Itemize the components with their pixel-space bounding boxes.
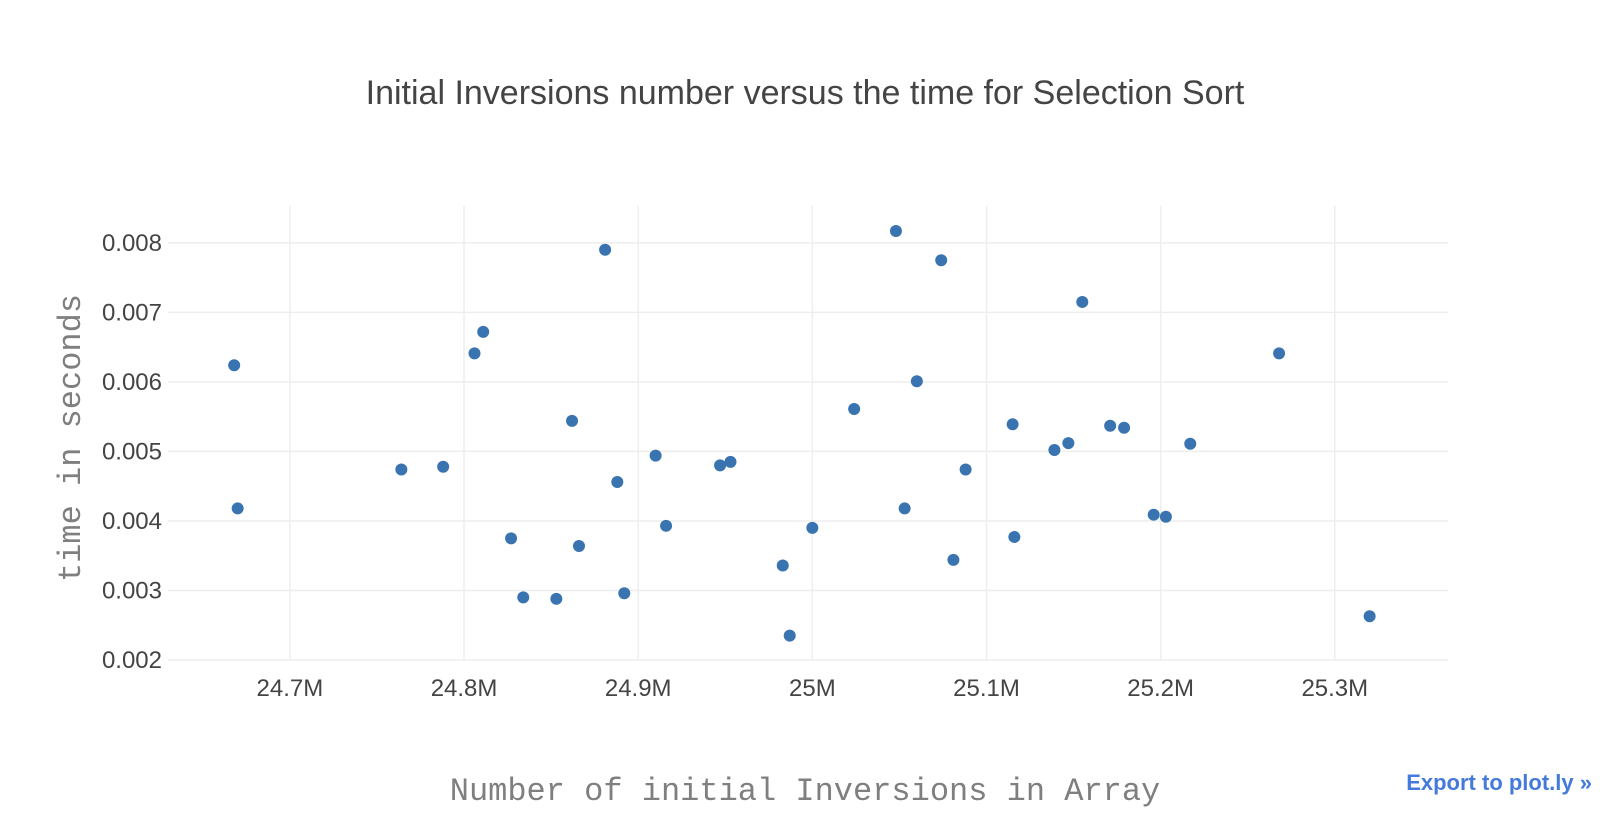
data-point[interactable] — [572, 539, 585, 552]
data-point[interactable] — [1008, 530, 1021, 543]
data-point[interactable] — [898, 502, 911, 515]
data-point[interactable] — [517, 591, 530, 604]
data-point[interactable] — [1118, 421, 1131, 434]
y-tick-label: 0.008 — [102, 230, 162, 257]
data-point[interactable] — [1104, 419, 1117, 432]
data-point[interactable] — [505, 532, 518, 545]
y-tick-label: 0.006 — [102, 369, 162, 396]
data-point[interactable] — [947, 553, 960, 566]
grid-lines — [168, 206, 1448, 661]
chart-title: Initial Inversions number versus the tim… — [366, 74, 1245, 112]
export-to-plotly-link[interactable]: Export to plot.ly » — [1406, 770, 1592, 795]
data-point[interactable] — [1062, 437, 1075, 450]
data-points — [228, 225, 1376, 642]
data-point[interactable] — [395, 463, 408, 476]
y-tick-label: 0.004 — [102, 508, 162, 535]
x-tick-label: 25M — [789, 675, 836, 702]
data-point[interactable] — [660, 519, 673, 532]
data-point[interactable] — [1076, 295, 1089, 308]
data-point[interactable] — [848, 403, 861, 416]
data-point[interactable] — [228, 359, 241, 372]
data-point[interactable] — [1363, 610, 1376, 623]
data-point[interactable] — [599, 243, 612, 256]
y-axis-ticks: 0.002 0.003 0.004 0.005 0.006 0.007 0.008 — [102, 230, 162, 674]
data-point[interactable] — [1006, 418, 1019, 431]
y-tick-label: 0.007 — [102, 299, 162, 326]
data-point[interactable] — [231, 502, 244, 515]
x-axis-title: Number of initial Inversions in Array — [450, 773, 1161, 810]
data-point[interactable] — [776, 559, 789, 572]
data-point[interactable] — [959, 463, 972, 476]
data-point[interactable] — [724, 455, 737, 468]
x-tick-label: 24.7M — [257, 675, 324, 702]
x-tick-label: 24.8M — [431, 675, 498, 702]
data-point[interactable] — [477, 325, 490, 338]
y-tick-label: 0.005 — [102, 438, 162, 465]
data-point[interactable] — [783, 629, 796, 642]
data-point[interactable] — [437, 460, 450, 473]
data-point[interactable] — [1048, 444, 1061, 457]
x-tick-label: 24.9M — [605, 675, 672, 702]
data-point[interactable] — [618, 587, 631, 600]
data-point[interactable] — [611, 476, 624, 489]
data-point[interactable] — [714, 459, 727, 472]
x-tick-label: 25.1M — [953, 675, 1020, 702]
data-point[interactable] — [889, 225, 902, 238]
data-point[interactable] — [1184, 437, 1197, 450]
y-tick-label: 0.003 — [102, 577, 162, 604]
data-point[interactable] — [649, 449, 662, 462]
x-tick-label: 25.2M — [1127, 675, 1194, 702]
data-point[interactable] — [806, 521, 819, 534]
x-tick-label: 25.3M — [1301, 675, 1368, 702]
data-point[interactable] — [468, 347, 481, 360]
y-tick-label: 0.002 — [102, 647, 162, 674]
y-axis-title: time in seconds — [53, 294, 90, 582]
data-point[interactable] — [1159, 510, 1172, 523]
data-point[interactable] — [1273, 347, 1286, 360]
data-point[interactable] — [550, 592, 563, 605]
data-point[interactable] — [910, 375, 923, 388]
x-axis-ticks: 24.7M 24.8M 24.9M 25M 25.1M 25.2M 25.3M — [257, 675, 1369, 702]
data-point[interactable] — [566, 414, 579, 427]
data-point[interactable] — [935, 254, 948, 267]
data-point[interactable] — [1147, 508, 1160, 521]
